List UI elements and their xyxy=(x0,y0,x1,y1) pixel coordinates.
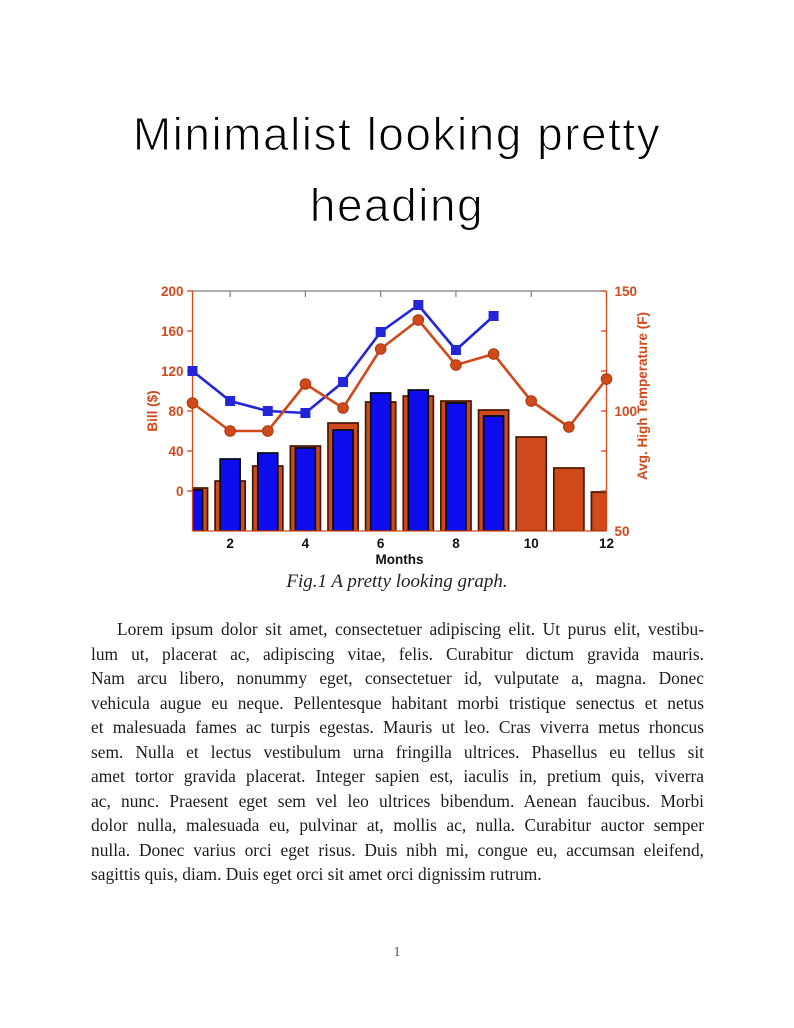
blue-line-marker-1 xyxy=(187,366,198,376)
orange-line-marker-10 xyxy=(525,395,538,407)
blue-bars-month-9 xyxy=(482,415,505,531)
left-tick-label: 160 xyxy=(161,324,184,339)
left-tick-label: 80 xyxy=(168,404,183,419)
x-tick-label: 10 xyxy=(524,536,539,551)
blue-line-marker-7 xyxy=(413,300,424,310)
blue-line-path xyxy=(191,303,495,415)
blue-bars-month-5 xyxy=(332,429,354,531)
blue-line-marker-8 xyxy=(450,345,461,355)
left-tick-label: 200 xyxy=(161,284,184,299)
paragraph-line-6: sem. Nulla et lectus vestibulum urna fri… xyxy=(91,741,704,762)
orange-line-marker-2 xyxy=(224,425,236,437)
axes-layer: 0 40 80 120 160 200 50 100 150 2 4 6 8 10 12 Months Bill… xyxy=(145,284,650,567)
right-axis-title: Avg. High Temperature (F) xyxy=(635,312,650,480)
orange-line xyxy=(186,314,613,437)
page-number: 1 xyxy=(393,945,401,960)
blue-line-marker-5 xyxy=(338,377,349,387)
heading-line-1: Minimalist looking pretty xyxy=(132,107,662,160)
orange-line-marker-11 xyxy=(563,421,575,433)
paragraph-line-5: et malesuada fames ac turpis egestas. Ma… xyxy=(91,717,704,737)
left-axis-title: Bill ($) xyxy=(145,390,160,431)
orange-line-marker-6 xyxy=(374,343,387,355)
left-tick-label: 120 xyxy=(161,364,184,379)
figure-chart: 0 40 80 120 160 200 50 100 150 2 4 6 8 10 12 Months Bill… xyxy=(130,276,690,576)
x-tick-label: 12 xyxy=(599,536,614,551)
paragraph-line-9: dolor nulla, malesuada eu, pulvinar at, … xyxy=(91,815,704,835)
orange-bars-month-11 xyxy=(552,467,585,531)
right-tick-label: 100 xyxy=(615,404,638,419)
paragraph-line-2: lum ut, placerat ac, adipiscing vitae, f… xyxy=(91,643,704,664)
paragraph-line-7: amet tortor gravida placerat. Integer sa… xyxy=(91,766,704,786)
figure-caption: Fig.1 A pretty looking graph. xyxy=(286,571,508,592)
orange-line-marker-1 xyxy=(186,397,199,409)
orange-line-marker-7 xyxy=(412,314,425,326)
x-tick-label: 6 xyxy=(377,536,385,551)
orange-line-marker-12 xyxy=(600,373,613,385)
paragraph-line-8: ac, nunc. Praesent eget sem vel leo ultr… xyxy=(91,790,704,811)
body-paragraph: Lorem ipsum dolor sit amet, consectetuer… xyxy=(91,617,704,887)
x-tick-label: 4 xyxy=(302,536,310,551)
blue-bars-month-8 xyxy=(445,402,467,531)
chart-svg: 0 40 80 120 160 200 50 100 150 2 4 6 8 10 12 Months Bill… xyxy=(145,284,650,567)
blue-bars-month-2 xyxy=(219,458,241,531)
blue-line-marker-4 xyxy=(300,408,311,418)
blue-line-marker-3 xyxy=(262,406,273,416)
right-tick-label: 150 xyxy=(615,284,638,299)
blue-line xyxy=(187,300,499,418)
x-axis-title: Months xyxy=(376,552,424,567)
blue-bars-month-7 xyxy=(407,389,430,531)
blue-bars-month-4 xyxy=(294,447,317,531)
orange-line-marker-5 xyxy=(337,402,349,414)
blue-line-marker-2 xyxy=(225,396,236,406)
paragraph-line-10: nulla. Donec varius orci eget risus. Dui… xyxy=(91,839,704,860)
paragraph-line-11: sagittis quis, diam. Duis eget orci sit … xyxy=(91,864,542,884)
orange-line-marker-9 xyxy=(487,348,500,360)
blue-line-marker-6 xyxy=(375,327,386,337)
orange-line-marker-3 xyxy=(261,425,274,437)
orange-bars-month-12 xyxy=(590,491,607,531)
paragraph-line-3: Nam arcu libero, nonummy eget, consectet… xyxy=(91,668,704,688)
left-tick-label: 0 xyxy=(176,484,184,499)
document-heading: Minimalist looking pretty heading xyxy=(0,99,794,241)
blue-bars-month-1 xyxy=(192,489,204,531)
bars-layer xyxy=(192,389,607,531)
right-tick-label: 50 xyxy=(615,524,630,539)
blue-bars-month-6 xyxy=(369,392,392,531)
orange-bars-month-10 xyxy=(515,436,548,531)
x-tick-label: 2 xyxy=(226,536,234,551)
left-tick-label: 40 xyxy=(168,444,183,459)
orange-line-marker-8 xyxy=(450,359,462,371)
heading-line-2: heading xyxy=(309,178,485,231)
orange-line-path xyxy=(191,318,608,433)
paragraph-line-4: vehicula augue eu neque. Pellentesque ha… xyxy=(91,692,704,713)
blue-bars-month-3 xyxy=(256,452,279,531)
x-tick-label: 8 xyxy=(452,536,460,551)
paragraph-line-1: Lorem ipsum dolor sit amet, consectetuer… xyxy=(117,619,704,639)
blue-line-marker-9 xyxy=(488,311,499,321)
orange-line-marker-4 xyxy=(299,378,312,390)
